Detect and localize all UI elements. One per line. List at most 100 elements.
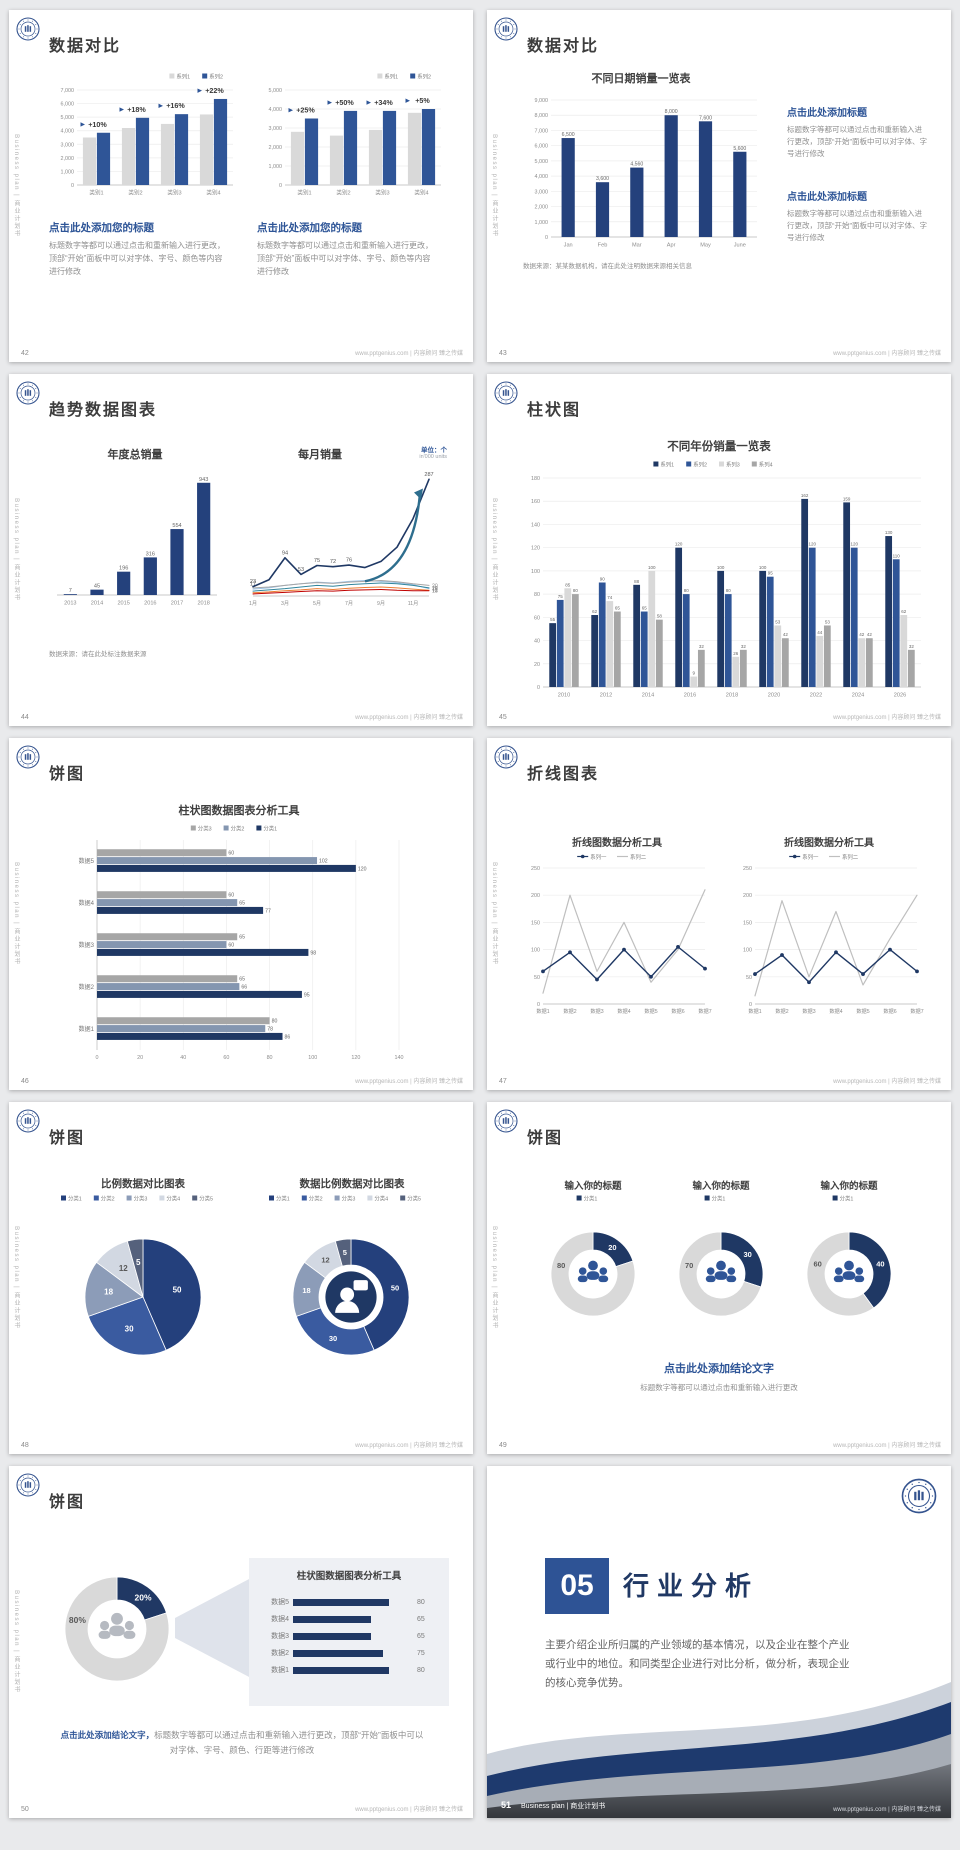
chart-title-monthly: 每月销量 [298, 449, 342, 461]
donut-title-2: 输入你的标题 [692, 1181, 750, 1192]
svg-text:Mar: Mar [632, 243, 642, 249]
svg-text:90: 90 [600, 577, 606, 582]
footer-label: Business plan | 商业计划书 [521, 1803, 606, 1810]
chart-title: 不同年份销量一览表 [667, 441, 771, 453]
svg-text:13: 13 [432, 589, 438, 595]
slide-footer: 51 Business plan | 商业计划书 [501, 1800, 605, 1811]
svg-text:5: 5 [343, 1248, 347, 1257]
svg-text:50: 50 [173, 1285, 182, 1294]
slide-48[interactable]: Business plan | 商业计划书 饼图 比例数据对比图表 分类1 分类2… [9, 1102, 473, 1454]
slide-44[interactable]: Business plan | 商业计划书 趋势数据图表 年度总销量 2013 7… [9, 374, 473, 726]
svg-text:Feb: Feb [598, 243, 608, 249]
svg-text:32: 32 [909, 644, 915, 649]
svg-text:1月: 1月 [249, 600, 257, 607]
monthly-sales-line-chart: 1月 3月 5月 7月 9月 11月 17 18 20 14 20 13 23 94 53 75 72 76 287 [245, 466, 447, 608]
svg-text:0: 0 [279, 183, 282, 189]
svg-text:80: 80 [573, 588, 579, 593]
svg-text:60: 60 [534, 615, 540, 621]
svg-text:75: 75 [314, 558, 320, 564]
svg-text:6,000: 6,000 [61, 102, 75, 108]
svg-text:18: 18 [302, 1286, 310, 1295]
page-number: 50 [21, 1806, 29, 1813]
svg-text:53: 53 [825, 619, 831, 624]
slide-title: 折线图表 [527, 766, 600, 783]
pie-chart-svg: 分类1 40 60 [806, 1195, 892, 1317]
svg-text:5,000: 5,000 [61, 115, 75, 121]
svg-text:7,000: 7,000 [535, 128, 549, 134]
svg-text:88: 88 [634, 579, 640, 584]
annual-sales-bar-chart: 2013 7 2014 45 2015 196 2016 316 2017 554 2018 943 [49, 466, 221, 608]
svg-text:85: 85 [565, 582, 571, 587]
svg-text:2014: 2014 [91, 601, 103, 607]
svg-text:2024: 2024 [852, 693, 864, 699]
grouped-bar-chart-right: 0 1,000 2,000 3,000 4,000 5,000 类别1 +25% 类别2 +50%… [255, 72, 445, 198]
svg-text:类别4: 类别4 [206, 189, 220, 197]
svg-text:140: 140 [395, 1055, 404, 1061]
svg-text:110: 110 [893, 553, 901, 558]
svg-text:42: 42 [859, 632, 865, 637]
slide-47[interactable]: Business plan | 商业计划书 折线图表 折线图数据分析工具 0 50… [487, 738, 951, 1090]
svg-text:11月: 11月 [408, 600, 419, 607]
svg-text:分类3: 分类3 [134, 1195, 148, 1203]
svg-text:160: 160 [531, 499, 540, 505]
svg-text:65: 65 [615, 606, 621, 611]
svg-text:数据1: 数据1 [536, 1007, 549, 1015]
slide-45[interactable]: Business plan | 商业计划书 柱状图 不同年份销量一览表 0 20 4… [487, 374, 951, 726]
svg-text:9月: 9月 [377, 600, 385, 607]
sidebar-vertical-text: Business plan | 商业计划书 [13, 1226, 19, 1330]
text-block-2: 点击此处添加您的标题 标题数字等都可以通过点击和重新输入进行更改，顶部“开始”面… [257, 220, 435, 278]
svg-text:系列二: 系列二 [842, 853, 859, 861]
svg-text:2020: 2020 [768, 693, 780, 699]
chart-title-left: 折线图数据分析工具 [572, 838, 662, 849]
slide-title: 饼图 [49, 1130, 86, 1147]
svg-text:72: 72 [330, 559, 336, 565]
logo-seal-icon [494, 745, 518, 769]
svg-text:162: 162 [801, 493, 809, 498]
svg-text:102: 102 [319, 859, 328, 865]
slide-49[interactable]: Business plan | 商业计划书 饼图 输入你的标题 分类1 20 80 … [487, 1102, 951, 1454]
svg-text:120: 120 [808, 542, 816, 547]
svg-text:60: 60 [223, 1055, 229, 1061]
analysis-panel: 柱状图数据图表分析工具 数据5 80 数据4 65 数据3 65 数据2 75 数据1 80 [249, 1558, 449, 1706]
svg-text:66: 66 [241, 985, 247, 991]
svg-text:287: 287 [424, 472, 433, 478]
svg-text:1,000: 1,000 [61, 169, 75, 175]
footer-site: www.pptgenius.com | 内容顾问 臻之传媒 [833, 351, 941, 357]
svg-text:+10%: +10% [88, 120, 107, 129]
svg-text:数据1: 数据1 [748, 1007, 761, 1015]
svg-text:系列1: 系列1 [176, 73, 190, 81]
sales-bar-chart: 0 1,000 2,000 3,000 4,000 5,000 6,000 7,000 8,00… [521, 90, 761, 250]
footer-site: www.pptgenius.com | 内容顾问 臻之传媒 [355, 1079, 463, 1085]
svg-text:2,000: 2,000 [61, 156, 75, 162]
slide-42[interactable]: Business plan | 商业计划书 数据对比 0 1,000 2,000 3,… [9, 10, 473, 362]
svg-text:2012: 2012 [600, 693, 612, 699]
svg-text:4,000: 4,000 [61, 129, 75, 135]
svg-text:100: 100 [531, 569, 540, 575]
svg-text:250: 250 [531, 866, 540, 872]
people-icon [588, 1260, 598, 1271]
logo-seal-icon [494, 17, 518, 41]
logo-seal-svg [16, 381, 40, 405]
slide-43[interactable]: Business plan | 商业计划书 数据对比 不同日期销量一览表 0 1,… [487, 10, 951, 362]
page-number: 42 [21, 350, 29, 357]
svg-text:80: 80 [267, 1055, 273, 1061]
text-block-title: 点击此处添加您的标题 [49, 222, 154, 234]
slide-51[interactable]: 05 行业分析 主要介绍企业所归属的产业领域的基本情况，以及企业在整个产业或行业… [487, 1466, 951, 1818]
svg-text:120: 120 [358, 866, 367, 872]
text-block-body: 标题数字等都可以通过点击和重新输入进行更改，顶部“开始”面板中可以对字体、字号进… [787, 209, 927, 242]
slide-50[interactable]: Business plan | 商业计划书 饼图 20% 80% 柱状图数据图表分… [9, 1466, 473, 1818]
svg-text:7,600: 7,600 [699, 115, 712, 121]
svg-text:130: 130 [885, 530, 893, 535]
svg-text:Apr: Apr [667, 243, 676, 249]
people-icon [844, 1260, 854, 1271]
svg-text:94: 94 [282, 550, 288, 556]
svg-text:数据4: 数据4 [617, 1007, 630, 1015]
donut-title-3: 输入你的标题 [820, 1181, 878, 1192]
svg-text:60: 60 [228, 943, 234, 949]
svg-text:20: 20 [608, 1243, 616, 1252]
svg-text:8,000: 8,000 [665, 109, 678, 115]
donut-chart-2: 分类1 30 70 [657, 1194, 785, 1344]
slide-46[interactable]: Business plan | 商业计划书 饼图 柱状图数据图表分析工具 0 20… [9, 738, 473, 1090]
svg-text:0: 0 [537, 685, 540, 691]
